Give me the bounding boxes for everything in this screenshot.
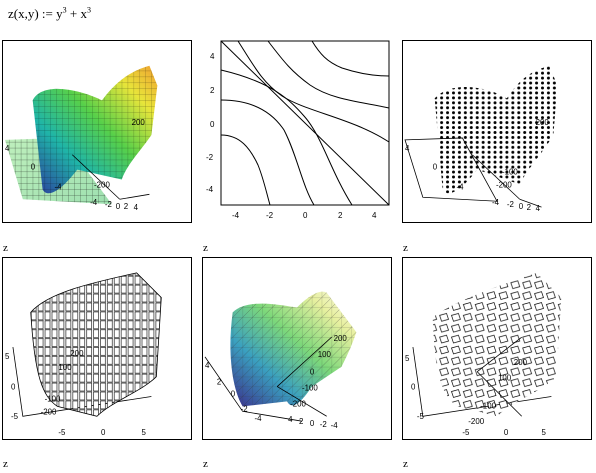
- formula-exponent-x: 3: [86, 5, 91, 15]
- tick-label: -200: [94, 180, 110, 189]
- y-tick-label: -4: [206, 185, 214, 194]
- tick-label: -200: [290, 399, 306, 408]
- plot-surface-colormap[interactable]: 4 0 -4 200 -200 -4 -2 0 2 4: [2, 40, 192, 223]
- tick-label: 2: [124, 202, 128, 211]
- tick-label: -4: [456, 182, 464, 191]
- x-tick-label: -2: [266, 211, 274, 220]
- tick-label: 100: [318, 350, 332, 359]
- plot-label-5: z: [203, 458, 208, 470]
- tick-label: 0: [101, 428, 106, 437]
- x-tick-label: 4: [372, 211, 377, 220]
- tick-label: 5: [5, 352, 10, 361]
- plot-data-points[interactable]: 4 0 -4 200 -100 -200 -4 -2 0 2 4: [402, 40, 592, 223]
- tick-label: 200: [536, 118, 550, 127]
- tick-label: 0: [519, 202, 524, 211]
- tick-label: 0: [231, 389, 236, 398]
- tick-label: -200: [468, 417, 484, 426]
- tick-label: 200: [70, 349, 84, 358]
- tick-label: -100: [502, 168, 518, 177]
- tick-label: -100: [302, 384, 318, 393]
- tick-label: 2: [527, 203, 531, 212]
- tick-label: 5: [542, 428, 547, 437]
- data-points-graphic: 4 0 -4 200 -100 -200 -4 -2 0 2 4: [404, 65, 558, 213]
- plot-label-6: z: [403, 458, 408, 470]
- tick-label: -100: [45, 394, 61, 403]
- tick-label: -200: [496, 180, 512, 189]
- function-definition: z(x,y) := y3 + x3: [8, 6, 91, 22]
- tick-label: -200: [41, 407, 57, 416]
- plot-contour[interactable]: 4 2 0 -2 -4 -4 -2 0 2 4: [202, 40, 392, 223]
- tick-label: -5: [11, 412, 19, 421]
- tick-label: -4: [54, 182, 62, 191]
- tick-label: 200: [514, 358, 528, 367]
- tick-label: 4: [205, 361, 210, 370]
- tick-label: -4: [492, 198, 500, 207]
- tick-label: 2: [217, 378, 221, 387]
- tick-label: 200: [334, 334, 348, 343]
- tick-label: -4: [331, 421, 339, 430]
- tick-label: -4: [254, 414, 262, 423]
- tick-label: 0: [310, 368, 315, 377]
- tick-label: -100: [480, 401, 496, 410]
- y-tick-label: 0: [210, 120, 215, 129]
- y-tick-label: 2: [210, 86, 215, 95]
- surface-patch-graphic: 4 2 0 -2 -4 200 100 0 -100 -200 4 2 0 -2…: [204, 291, 357, 430]
- tick-label: -4: [90, 198, 98, 207]
- tick-label: 4: [288, 415, 293, 424]
- formula-mid: + x: [66, 6, 87, 21]
- plot-surface-patch[interactable]: 4 2 0 -2 -4 200 100 0 -100 -200 4 2 0 -2…: [202, 257, 392, 440]
- contour-graphic: 4 2 0 -2 -4 -4 -2 0 2 4: [206, 40, 390, 220]
- tick-label: -5: [462, 428, 470, 437]
- tick-label: 100: [498, 374, 512, 383]
- tick-label: 5: [142, 428, 147, 437]
- plot-label-3: z: [403, 242, 408, 254]
- x-tick-label: 2: [338, 211, 343, 220]
- tick-label: 200: [132, 118, 146, 127]
- tick-label: 2: [299, 417, 303, 426]
- tick-label: 4: [536, 204, 541, 213]
- tick-label: -5: [417, 412, 425, 421]
- formula-lhs: z(x,y) := y: [8, 6, 63, 21]
- plot-bar-3d-outline[interactable]: 5 0 -5 200 100 -100 -200 -5 0 5: [402, 257, 592, 440]
- tick-label: 0: [11, 383, 16, 392]
- tick-label: -2: [507, 200, 514, 209]
- x-tick-label: -4: [232, 211, 240, 220]
- tick-label: -5: [58, 428, 66, 437]
- tick-label: -2: [320, 420, 327, 429]
- tick-label: 0: [310, 419, 315, 428]
- tick-label: -2: [105, 200, 112, 209]
- y-tick-label: 4: [210, 52, 215, 61]
- tick-label: 4: [405, 144, 410, 153]
- plot-bar-3d[interactable]: 5 0 -5 200 100 -100 -200 -5 0 5: [2, 257, 192, 440]
- bar-3d-graphic: 5 0 -5 200 100 -100 -200 -5 0 5: [5, 272, 162, 437]
- surface-colormap-graphic: 4 0 -4 200 -200 -4 -2 0 2 4: [5, 65, 158, 212]
- tick-label: 0: [504, 428, 509, 437]
- tick-label: 0: [433, 163, 438, 172]
- plot-label-1: z: [3, 242, 8, 254]
- tick-label: 0: [411, 383, 416, 392]
- tick-label: 0: [116, 202, 121, 211]
- x-tick-label: 0: [303, 211, 308, 220]
- y-tick-label: -2: [206, 153, 214, 162]
- tick-label: 4: [5, 144, 10, 153]
- plot-label-4: z: [3, 458, 8, 470]
- bar-3d-outline-graphic: 5 0 -5 200 100 -100 -200 -5 0 5: [405, 272, 562, 437]
- tick-label: 4: [134, 203, 139, 212]
- formula-exponent-y: 3: [62, 5, 67, 15]
- tick-label: 100: [58, 363, 72, 372]
- plot-label-2: z: [203, 242, 208, 254]
- tick-label: -2: [241, 404, 248, 413]
- tick-label: 5: [405, 354, 410, 363]
- tick-label: 0: [31, 163, 36, 172]
